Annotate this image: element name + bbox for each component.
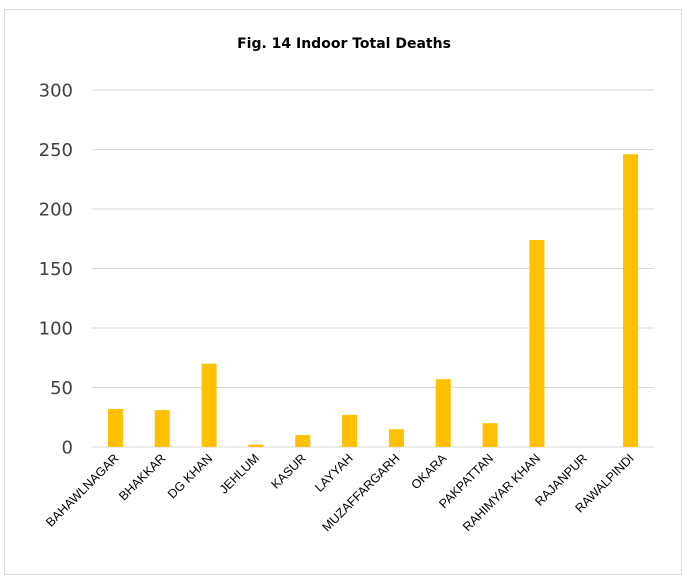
y-tick-label: 300 bbox=[39, 81, 73, 102]
x-tick-label: BHAKKAR bbox=[116, 451, 168, 503]
y-tick-label: 100 bbox=[39, 319, 73, 340]
x-tick-label: LAYYAH bbox=[312, 451, 355, 494]
x-tick-label: BAHAWLNAGAR bbox=[43, 451, 121, 529]
bar-rawalpindi bbox=[623, 154, 639, 447]
y-tick-label: 50 bbox=[50, 378, 73, 399]
x-tick-label: OKARA bbox=[409, 451, 450, 492]
chart-frame bbox=[4, 9, 682, 575]
y-tick-label: 250 bbox=[39, 140, 73, 161]
chart-title: Fig. 14 Indoor Total Deaths bbox=[237, 36, 451, 52]
y-tick-label: 0 bbox=[62, 438, 73, 459]
bar-okara bbox=[435, 379, 451, 447]
bar-rahimyar-khan bbox=[529, 239, 545, 447]
bar-kasur bbox=[295, 435, 311, 447]
x-tick-label: JEHLUM bbox=[217, 451, 262, 496]
x-tick-label: KASUR bbox=[269, 451, 309, 491]
y-axis-ticks: 0 50 100 150 200 250 300 bbox=[39, 81, 73, 459]
bar-muzaffargarh bbox=[388, 429, 404, 447]
gridlines bbox=[92, 89, 654, 448]
bar-dg-khan bbox=[201, 363, 217, 447]
bar-layyah bbox=[342, 414, 358, 447]
bar-jehlum bbox=[248, 444, 264, 447]
bars bbox=[107, 154, 639, 447]
bar-bhakkar bbox=[154, 410, 170, 447]
x-tick-label: MUZAFFARGARH bbox=[319, 451, 402, 534]
x-tick-label: DG KHAN bbox=[165, 451, 215, 501]
y-tick-label: 200 bbox=[39, 200, 73, 221]
bar-pakpattan bbox=[482, 423, 498, 447]
y-tick-label: 150 bbox=[39, 259, 73, 280]
bar-bahawlnagar bbox=[107, 408, 123, 447]
